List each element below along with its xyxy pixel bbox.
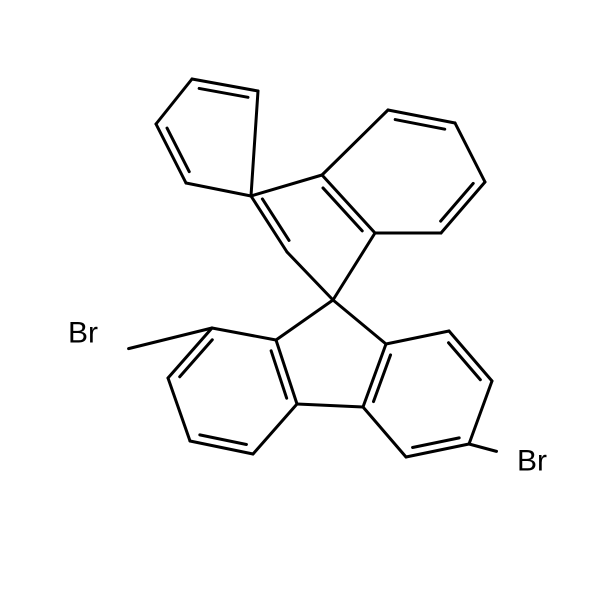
atom-label-br1: Br: [68, 317, 98, 350]
bond: [333, 233, 375, 300]
bond: [199, 88, 248, 97]
bond: [156, 79, 192, 124]
bond: [251, 196, 287, 252]
labels-layer: Br Br: [68, 317, 547, 478]
bond: [323, 188, 362, 231]
bond: [441, 182, 485, 233]
bond: [287, 252, 333, 300]
bond: [297, 404, 363, 407]
bond: [455, 123, 485, 182]
bond: [386, 331, 449, 344]
bond: [168, 328, 212, 378]
bonds-layer: [129, 79, 497, 457]
bond: [322, 175, 375, 233]
bond: [363, 407, 406, 457]
bond: [271, 351, 287, 398]
bond: [469, 381, 492, 444]
bond: [333, 300, 386, 344]
bond: [186, 183, 251, 196]
bond: [322, 110, 388, 175]
bond: [251, 91, 258, 196]
bond: [374, 355, 391, 402]
bond: [251, 175, 322, 196]
bond: [212, 328, 276, 340]
bond: [253, 404, 297, 454]
bond: [129, 328, 212, 349]
atom-label-br2: Br: [517, 445, 547, 478]
bond: [276, 300, 333, 340]
bond: [449, 331, 492, 381]
bond: [469, 444, 496, 451]
molecule-diagram: Br Br: [0, 0, 600, 600]
bond: [168, 378, 190, 441]
